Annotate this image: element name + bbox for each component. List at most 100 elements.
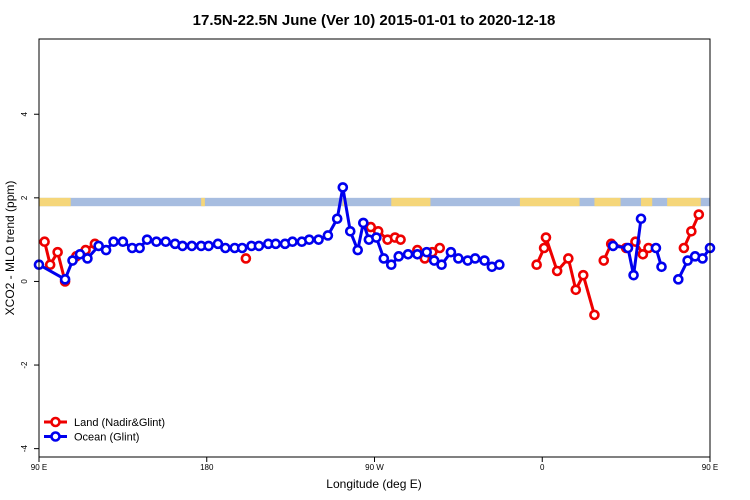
data-point xyxy=(240,253,252,264)
land-band-segment xyxy=(391,197,431,207)
x-tick-label: 90 E xyxy=(31,463,47,472)
data-point xyxy=(74,248,86,260)
data-point xyxy=(577,269,589,281)
series-layer xyxy=(33,182,716,321)
y-tick-label: -4 xyxy=(20,445,29,453)
data-point xyxy=(682,255,693,266)
y-axis: -4 -2 0 2 4 xyxy=(20,111,39,452)
data-point xyxy=(402,248,414,260)
data-point xyxy=(220,242,231,254)
x-tick-label: 180 xyxy=(200,463,214,472)
data-point xyxy=(93,240,104,252)
data-point xyxy=(134,242,145,254)
data-point xyxy=(52,246,63,258)
legend-label: Ocean (Glint) xyxy=(74,432,139,444)
data-point xyxy=(371,232,382,243)
data-point xyxy=(635,213,647,225)
data-point xyxy=(378,253,390,264)
legend-label: Land (Nadir&Glint) xyxy=(74,417,165,429)
chart-title: 17.5N-22.5N June (Ver 10) 2015-01-01 to … xyxy=(193,12,556,29)
land-band-segment xyxy=(39,197,71,207)
data-point xyxy=(82,253,93,264)
data-point xyxy=(436,259,447,271)
data-point xyxy=(656,261,667,273)
data-point xyxy=(337,182,349,193)
legend-marker xyxy=(50,431,61,442)
data-point xyxy=(141,234,153,245)
data-point xyxy=(385,259,397,271)
data-point xyxy=(469,253,481,264)
ocean-band xyxy=(39,197,710,207)
data-point xyxy=(540,232,552,243)
data-point xyxy=(453,253,464,264)
data-point xyxy=(313,234,324,245)
data-point xyxy=(428,255,440,266)
data-point xyxy=(637,248,649,260)
data-point xyxy=(203,240,214,252)
data-point xyxy=(673,274,684,285)
data-point xyxy=(445,246,457,258)
data-point xyxy=(434,242,446,254)
data-point xyxy=(563,253,574,264)
land-band-segment xyxy=(519,197,580,207)
data-point xyxy=(551,265,563,277)
data-point xyxy=(236,242,248,254)
data-point xyxy=(607,240,619,252)
data-point xyxy=(344,225,356,237)
data-point xyxy=(570,284,582,296)
data-point xyxy=(151,236,162,248)
data-point xyxy=(393,251,405,262)
data-point xyxy=(212,238,224,250)
data-point xyxy=(160,236,172,248)
data-point xyxy=(538,242,550,254)
data-point xyxy=(650,242,662,254)
x-tick-label: 90 E xyxy=(702,463,718,472)
data-point xyxy=(589,309,600,321)
data-point xyxy=(365,221,377,233)
land-band-segment xyxy=(201,197,205,207)
data-point xyxy=(686,225,697,237)
data-point xyxy=(67,255,78,266)
data-point xyxy=(531,259,542,271)
data-point xyxy=(39,236,50,248)
x-axis: 90 E 180 90 W 0 90 E xyxy=(31,457,718,472)
data-point xyxy=(479,255,490,266)
land-band-segment xyxy=(641,197,653,207)
series-line xyxy=(43,241,67,282)
legend-marker xyxy=(50,416,61,428)
data-point xyxy=(395,234,406,245)
data-point xyxy=(678,242,690,254)
y-axis-label: XCO2 - MLO trend (ppm) xyxy=(3,181,17,316)
series-0 xyxy=(39,209,705,321)
data-point xyxy=(59,274,71,285)
data-point xyxy=(352,244,364,256)
data-point xyxy=(108,236,119,248)
data-point xyxy=(253,240,265,252)
data-point xyxy=(322,230,334,241)
y-tick-label: 0 xyxy=(20,279,29,284)
data-point xyxy=(622,242,634,254)
x-tick-label: 90 W xyxy=(365,463,384,472)
data-point xyxy=(186,240,198,252)
data-point xyxy=(412,248,423,260)
data-point xyxy=(494,259,505,271)
y-tick-label: 4 xyxy=(20,111,29,116)
data-point xyxy=(693,209,705,220)
data-point xyxy=(303,234,315,245)
data-point xyxy=(628,269,639,281)
land-band-segment xyxy=(594,197,621,207)
land-band-segment xyxy=(667,197,701,207)
data-point xyxy=(270,238,282,250)
x-axis-label: Longitude (deg E) xyxy=(326,477,421,491)
data-point xyxy=(421,246,432,258)
data-point xyxy=(697,253,708,264)
data-point xyxy=(177,240,188,252)
data-point xyxy=(117,236,129,248)
data-point xyxy=(287,236,298,248)
series-1 xyxy=(33,182,716,285)
x-tick-label: 0 xyxy=(540,463,545,472)
y-tick-label: 2 xyxy=(20,195,29,200)
surface-band xyxy=(39,197,710,207)
data-point xyxy=(331,213,343,225)
